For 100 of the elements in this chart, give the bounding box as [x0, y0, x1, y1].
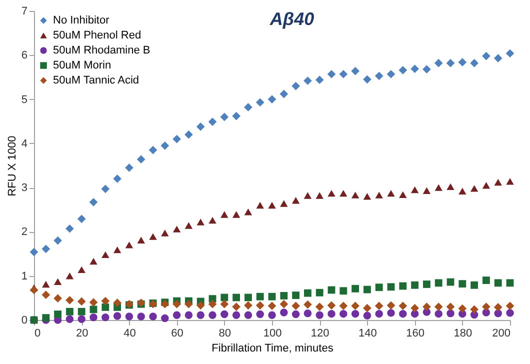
point: [304, 192, 312, 199]
y-tick-label: 2: [21, 226, 28, 238]
point: [506, 178, 514, 185]
point: [387, 190, 395, 197]
point: [244, 294, 252, 302]
point: [232, 211, 240, 218]
legend-label: No Inhibitor: [53, 14, 110, 26]
point: [208, 311, 216, 320]
point: [304, 310, 312, 318]
point: [184, 222, 193, 229]
point: [292, 292, 300, 299]
point: [316, 288, 324, 296]
point: [232, 302, 240, 311]
x-tick-label: 100: [263, 328, 282, 340]
point: [137, 236, 145, 244]
point: [351, 192, 360, 198]
point: [375, 284, 383, 292]
point: [280, 90, 288, 98]
point: [208, 300, 217, 308]
point: [54, 310, 62, 318]
point: [327, 301, 336, 310]
point: [42, 280, 50, 288]
point: [220, 211, 228, 218]
point: [77, 297, 86, 306]
point: [434, 310, 442, 318]
point: [506, 302, 514, 310]
y-tick-label: 4: [21, 138, 28, 150]
point: [113, 298, 122, 307]
point: [328, 310, 336, 318]
point: [149, 233, 157, 240]
point: [196, 311, 204, 320]
point: [268, 95, 276, 104]
point: [482, 182, 490, 189]
legend-label: 50uM Phenol Red: [53, 30, 142, 42]
point: [375, 310, 383, 318]
point: [458, 58, 467, 66]
point: [399, 191, 407, 198]
y-tick-label: 3: [21, 182, 28, 194]
point: [268, 302, 276, 310]
point: [42, 244, 50, 254]
point: [102, 313, 110, 322]
point: [386, 301, 396, 310]
point: [458, 280, 466, 288]
point: [446, 58, 455, 68]
x-tick-label: 160: [406, 328, 424, 340]
point: [494, 303, 502, 312]
point: [113, 246, 122, 254]
x-tick-label: 60: [171, 328, 184, 340]
point: [363, 193, 372, 200]
point: [458, 188, 466, 194]
point: [351, 310, 360, 318]
legend-label: 50uM Rhodamine B: [53, 44, 150, 56]
point: [399, 282, 407, 290]
point: [506, 309, 514, 317]
point: [256, 98, 264, 107]
point: [494, 54, 502, 62]
point: [506, 49, 514, 58]
x-tick-label: 0: [34, 328, 41, 340]
point: [90, 313, 98, 322]
point: [256, 292, 264, 300]
point: [351, 66, 360, 76]
point: [375, 192, 383, 198]
point: [54, 294, 62, 303]
point: [315, 302, 324, 311]
point: [172, 311, 181, 320]
point: [244, 301, 252, 310]
point: [292, 302, 300, 310]
point: [208, 118, 217, 126]
point: [398, 66, 408, 74]
point: [196, 218, 204, 226]
point: [172, 226, 181, 232]
point: [66, 308, 74, 316]
point: [316, 192, 324, 199]
point: [256, 310, 264, 318]
point: [280, 300, 288, 308]
point: [196, 122, 205, 131]
point: [374, 72, 384, 80]
point: [30, 248, 38, 256]
point: [172, 300, 181, 308]
point: [220, 294, 228, 302]
point: [78, 266, 86, 274]
point: [280, 200, 288, 207]
point: [102, 251, 110, 258]
point: [113, 174, 122, 183]
point: [66, 272, 74, 280]
point: [398, 302, 408, 310]
point: [458, 304, 467, 313]
point: [304, 289, 312, 297]
point: [268, 292, 276, 300]
point: [220, 112, 229, 122]
point: [422, 280, 430, 288]
legend-label: 50uM Morin: [53, 60, 112, 72]
point: [232, 294, 240, 302]
point: [136, 155, 146, 164]
point: [482, 52, 490, 60]
point: [160, 141, 170, 150]
point: [399, 310, 407, 318]
point: [387, 283, 395, 291]
x-tick-label: 40: [124, 328, 136, 340]
point: [90, 258, 98, 265]
